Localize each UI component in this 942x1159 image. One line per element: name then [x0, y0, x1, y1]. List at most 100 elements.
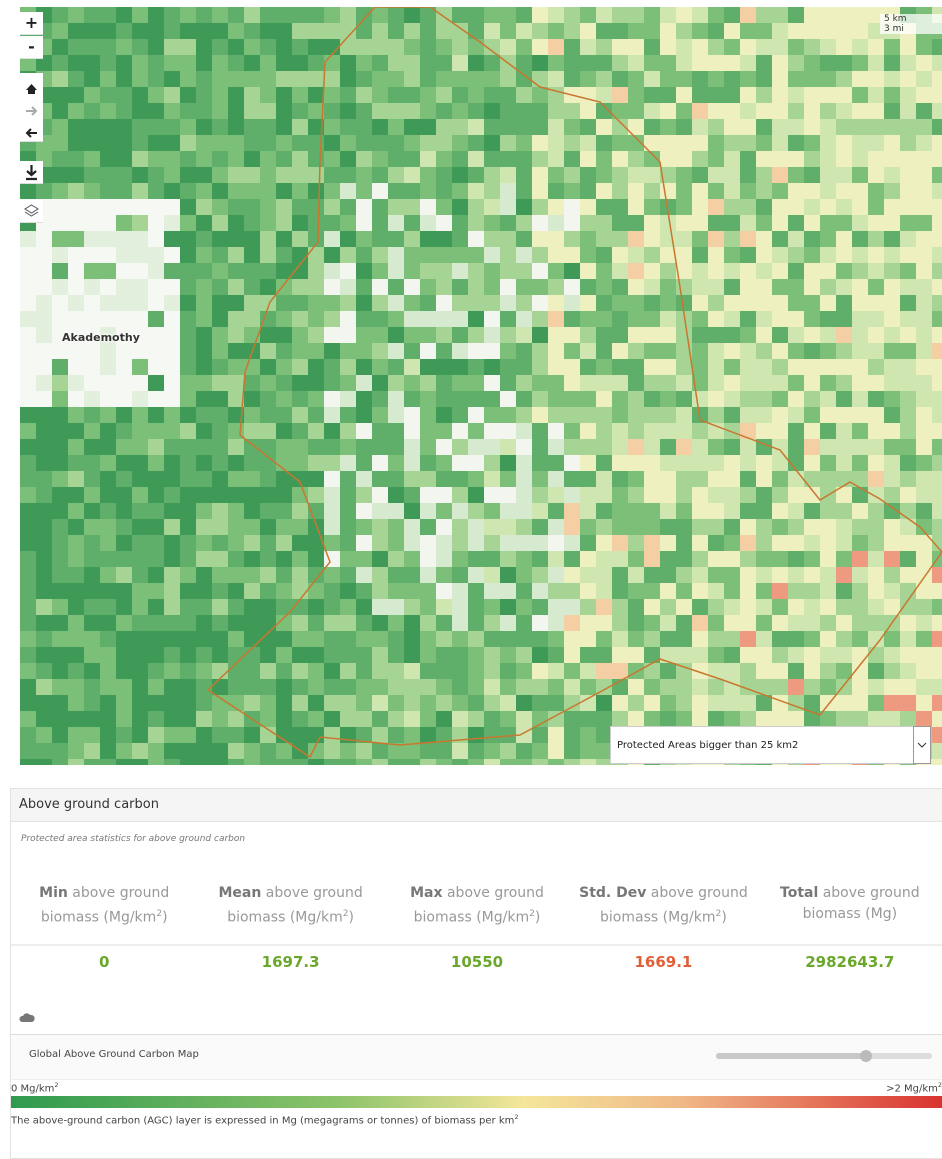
map-tile [356, 679, 372, 695]
map-tile [644, 39, 660, 55]
map-tile [260, 151, 276, 167]
map-tile [820, 567, 836, 583]
map-tile [564, 199, 580, 215]
map-tile [500, 279, 516, 295]
map-tile [356, 519, 372, 535]
map-tile [644, 183, 660, 199]
map-tile [564, 263, 580, 279]
map-tile [740, 87, 756, 103]
map-tile [724, 407, 740, 423]
map-tile [548, 503, 564, 519]
map-tile [276, 343, 292, 359]
map-tile [148, 87, 164, 103]
map-tile [36, 487, 52, 503]
zoom-out[interactable]: - [20, 36, 43, 59]
zoom-in[interactable]: + [20, 12, 43, 35]
map-tile [260, 183, 276, 199]
map-tile [164, 183, 180, 199]
map-tile [692, 391, 708, 407]
map-tile [724, 551, 740, 567]
cloud-download[interactable] [19, 1011, 35, 1023]
map-tile [292, 359, 308, 375]
forward-icon[interactable] [26, 107, 36, 115]
map-tile [500, 231, 516, 247]
map-tile [388, 519, 404, 535]
map-tile [564, 503, 580, 519]
map-tile [820, 231, 836, 247]
map-tile [564, 327, 580, 343]
map-tile [708, 455, 724, 471]
map-tile [788, 359, 804, 375]
map-tile [180, 391, 196, 407]
map-tile [612, 7, 628, 23]
layer-select[interactable]: Protected Areas bigger than 25 km2 [610, 726, 930, 764]
map-tile [500, 503, 516, 519]
map-tile [324, 759, 340, 765]
map-tile [260, 279, 276, 295]
map-tile [372, 743, 388, 759]
map-tile [724, 295, 740, 311]
opacity-slider[interactable] [716, 1049, 932, 1063]
download[interactable] [20, 161, 43, 184]
map-tile [676, 71, 692, 87]
map-tile [228, 7, 244, 23]
map-tile [884, 311, 900, 327]
map-tile [324, 279, 340, 295]
map-tile [900, 503, 916, 519]
select-arrow[interactable] [913, 726, 931, 764]
back-icon[interactable] [27, 129, 37, 137]
map-tile [84, 471, 100, 487]
map-tile [708, 295, 724, 311]
map-tile [532, 343, 548, 359]
map-tile [932, 39, 942, 55]
map-tile [596, 279, 612, 295]
map-tile [292, 327, 308, 343]
map-tile [404, 263, 420, 279]
map-tile [228, 439, 244, 455]
map-tile [388, 295, 404, 311]
map-tile [628, 487, 644, 503]
map-tile [532, 359, 548, 375]
map-tile [36, 551, 52, 567]
map-tile [692, 343, 708, 359]
map-tile [100, 39, 116, 55]
map-tile [596, 647, 612, 663]
map-tile [500, 743, 516, 759]
map-tile [164, 151, 180, 167]
home-icon[interactable] [26, 84, 37, 94]
map-tile [868, 39, 884, 55]
map-tile [20, 375, 36, 391]
map-tile [404, 295, 420, 311]
map-tile [724, 263, 740, 279]
map-tile [116, 119, 132, 135]
map-tile [900, 103, 916, 119]
map-tile [676, 327, 692, 343]
map-tile [212, 567, 228, 583]
map-tile [468, 343, 484, 359]
map-tile [292, 199, 308, 215]
map-tile [548, 391, 564, 407]
legend-max-sup: 2 [938, 1081, 942, 1089]
map-tile [36, 407, 52, 423]
map-tile [708, 215, 724, 231]
map-tile [52, 103, 68, 119]
map-tile [212, 599, 228, 615]
map-tile [484, 71, 500, 87]
map-tile [276, 87, 292, 103]
map-tile [804, 279, 820, 295]
map-tile [260, 39, 276, 55]
map-tile [900, 231, 916, 247]
map-tile [196, 87, 212, 103]
map-tile [84, 71, 100, 87]
map-tile [452, 103, 468, 119]
map-tile [836, 439, 852, 455]
map-tile [740, 231, 756, 247]
map-tile [852, 311, 868, 327]
map-tile [452, 743, 468, 759]
map-tile [756, 183, 772, 199]
map-tile [244, 215, 260, 231]
map-tile [692, 615, 708, 631]
layers[interactable] [20, 200, 43, 223]
map-tile [804, 311, 820, 327]
